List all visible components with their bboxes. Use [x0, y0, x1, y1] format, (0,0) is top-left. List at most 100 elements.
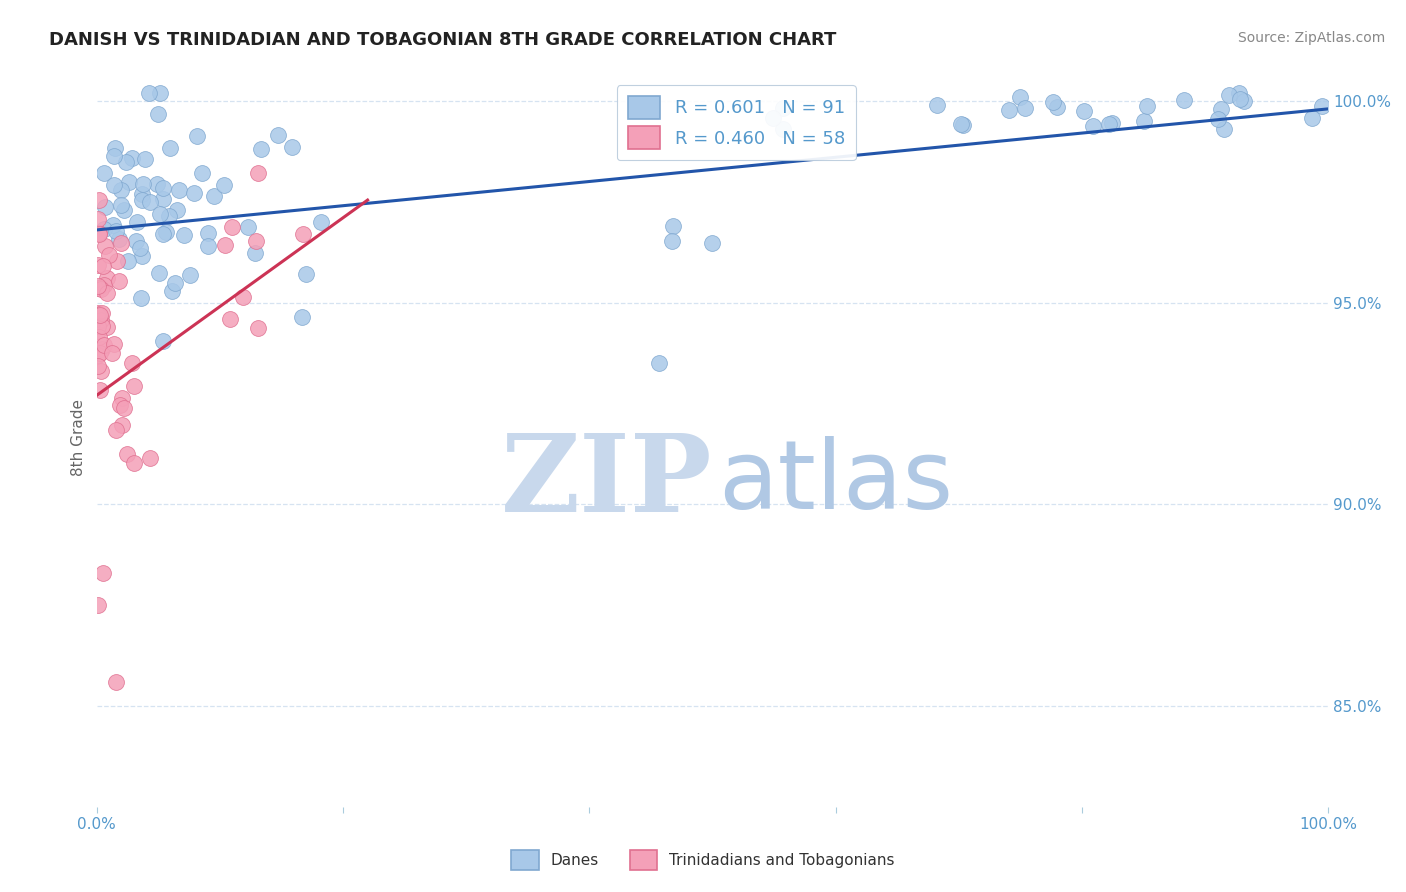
Point: [90, 364, 112, 378]
Point: [87, 212, 110, 227]
Point: [103, 178, 125, 192]
Point: [97, 248, 120, 262]
Point: [103, 141, 125, 155]
Point: [155, 225, 177, 239]
Point: [1010, 89, 1032, 103]
Point: [1081, 120, 1104, 134]
Point: [214, 178, 236, 193]
Point: [87, 348, 110, 362]
Point: [105, 674, 128, 689]
Y-axis label: 8th Grade: 8th Grade: [72, 400, 86, 476]
Point: [93, 239, 115, 253]
Point: [1042, 95, 1064, 109]
Text: Source: ZipAtlas.com: Source: ZipAtlas.com: [1237, 31, 1385, 45]
Point: [647, 356, 669, 370]
Point: [108, 232, 131, 246]
Point: [87, 227, 110, 241]
Point: [139, 450, 162, 465]
Point: [661, 235, 683, 249]
Point: [1301, 112, 1323, 126]
Point: [87, 330, 110, 344]
Point: [231, 290, 253, 304]
Point: [148, 266, 170, 280]
Point: [96, 320, 118, 334]
Point: [105, 254, 128, 268]
Point: [772, 101, 794, 115]
Point: [1227, 86, 1250, 100]
Point: [131, 193, 153, 207]
Point: [246, 166, 269, 180]
Point: [131, 249, 153, 263]
Point: [87, 318, 110, 333]
Point: [91, 343, 114, 357]
Point: [1101, 116, 1123, 130]
Point: [169, 183, 191, 197]
Point: [998, 103, 1021, 117]
Point: [1208, 112, 1230, 127]
Point: [295, 267, 318, 281]
Point: [1133, 114, 1156, 128]
Point: [1233, 94, 1256, 108]
Point: [243, 246, 266, 260]
Point: [1310, 99, 1333, 113]
Legend: R = 0.601   N = 91, R = 0.460   N = 58: R = 0.601 N = 91, R = 0.460 N = 58: [617, 85, 856, 161]
Point: [202, 189, 225, 203]
Point: [87, 305, 110, 319]
Text: ZIP: ZIP: [501, 429, 713, 535]
Point: [221, 219, 243, 234]
Point: [291, 310, 314, 324]
Point: [87, 359, 110, 374]
Point: [125, 234, 148, 248]
Point: [159, 141, 181, 155]
Point: [134, 152, 156, 166]
Point: [91, 259, 114, 273]
Point: [93, 222, 115, 236]
Point: [87, 226, 110, 240]
Point: [1073, 104, 1095, 119]
Point: [157, 209, 180, 223]
Point: [146, 178, 169, 192]
Point: [1209, 102, 1232, 116]
Point: [111, 391, 134, 405]
Text: atlas: atlas: [718, 435, 953, 529]
Point: [104, 224, 127, 238]
Point: [146, 107, 169, 121]
Point: [186, 128, 208, 143]
Point: [103, 337, 125, 351]
Point: [129, 291, 152, 305]
Point: [1229, 92, 1251, 106]
Point: [152, 192, 174, 206]
Point: [952, 119, 974, 133]
Point: [115, 154, 138, 169]
Point: [197, 226, 219, 240]
Point: [762, 111, 785, 125]
Point: [166, 202, 188, 217]
Point: [1046, 100, 1069, 114]
Point: [111, 418, 134, 433]
Point: [292, 227, 315, 241]
Point: [702, 235, 724, 250]
Point: [246, 321, 269, 335]
Point: [87, 308, 110, 322]
Point: [110, 235, 132, 250]
Point: [179, 268, 201, 283]
Point: [125, 215, 148, 229]
Point: [89, 193, 111, 207]
Point: [90, 306, 112, 320]
Point: [138, 86, 160, 100]
Point: [132, 177, 155, 191]
Point: [1218, 88, 1240, 103]
Point: [1212, 122, 1234, 136]
Point: [267, 128, 290, 142]
Point: [105, 423, 128, 437]
Point: [122, 379, 145, 393]
Point: [219, 312, 242, 326]
Point: [214, 238, 236, 252]
Point: [183, 186, 205, 200]
Point: [90, 282, 112, 296]
Point: [772, 122, 794, 136]
Point: [91, 566, 114, 580]
Point: [1136, 99, 1159, 113]
Point: [129, 241, 152, 255]
Point: [87, 324, 110, 338]
